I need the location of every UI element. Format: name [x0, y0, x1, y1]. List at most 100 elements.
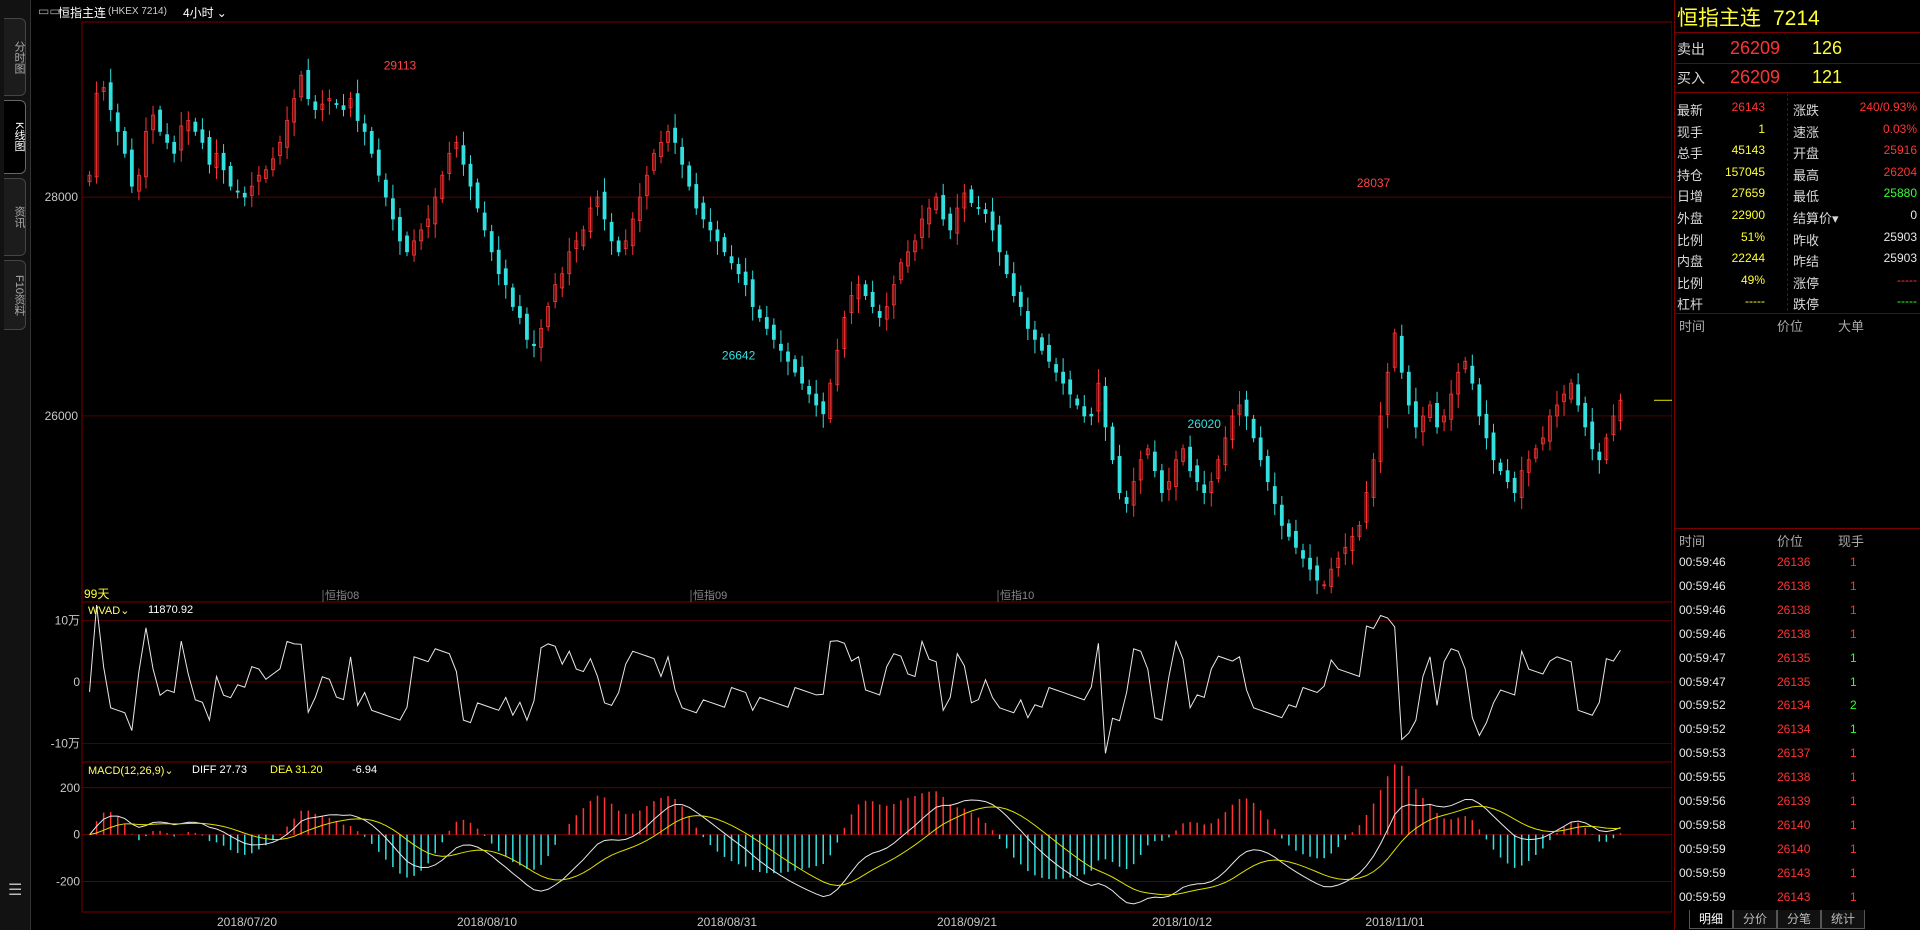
tab-f10[interactable]: F10资料: [4, 260, 26, 330]
tab-timeshare[interactable]: 分时图: [4, 18, 26, 96]
tab-by-trade[interactable]: 分笔: [1777, 910, 1821, 929]
chevron-down-icon: ⌄: [216, 6, 227, 20]
candle-body: [877, 311, 882, 318]
candle-body: [1385, 371, 1390, 415]
tick-row: 00:59:46 26136 1: [1675, 552, 1920, 573]
stats-row: 总手 45143 开盘 25916: [1675, 140, 1920, 161]
tab-f10-label: F10资料: [13, 274, 25, 316]
extreme-label: 26642: [722, 349, 756, 363]
candle-body: [256, 174, 261, 182]
candle-body: [369, 131, 374, 154]
stat-label-right: 昨结: [1793, 254, 1820, 270]
stat-value-left: 22900: [1731, 208, 1765, 222]
candle-body: [405, 235, 409, 253]
candle-body: [609, 221, 614, 242]
candle-body: [771, 324, 776, 340]
grid-lines: [81, 21, 1672, 913]
candle-body: [941, 195, 946, 220]
tick-volume: 1: [1850, 817, 1857, 832]
stat-value-right: 240/0.93%: [1859, 100, 1917, 114]
stat-value-right: 0: [1910, 208, 1917, 222]
candle-body: [1202, 484, 1207, 493]
candle-body: [913, 240, 917, 253]
candle-body: [517, 306, 522, 318]
ask-label: 卖出: [1677, 41, 1705, 57]
stats-row: 杠杆 ----- 跌停 -----: [1675, 291, 1920, 312]
y-tick-label: 28000: [45, 190, 79, 204]
tab-details[interactable]: 明细: [1689, 910, 1733, 929]
stat-value-right: -----: [1897, 294, 1917, 309]
stat-value-left: 26143: [1731, 100, 1765, 114]
stats-row: 外盘 22900 结算价▾ 0: [1675, 205, 1920, 226]
candle-body: [1533, 448, 1538, 459]
candle-body: [1449, 393, 1454, 420]
candle-body: [927, 207, 931, 225]
candle-body: [193, 121, 198, 132]
candle-body: [1152, 451, 1157, 472]
macd-tick: 0: [73, 828, 80, 842]
period-select[interactable]: 4小时 ⌄: [183, 4, 227, 21]
candle-body: [447, 152, 452, 174]
tab-details-label: 明细: [1698, 912, 1723, 926]
candle-body: [546, 306, 551, 328]
wvad-line: [89, 605, 1621, 754]
tab-news[interactable]: 资讯: [4, 178, 26, 256]
tab-price-dist[interactable]: 分价: [1733, 910, 1777, 929]
bid-volume: 121: [1812, 67, 1843, 87]
candle-body: [983, 209, 988, 214]
candle-body: [1364, 492, 1369, 523]
tick-time: 00:59:59: [1679, 889, 1726, 904]
candle-body: [1555, 404, 1559, 417]
stat-value-left: 49%: [1740, 272, 1765, 287]
tick-volume: 1: [1850, 555, 1857, 569]
candle-body: [1392, 332, 1397, 368]
window-icon[interactable]: ▭▭: [38, 4, 61, 18]
candle-body: [644, 174, 649, 196]
candle-body: [1244, 399, 1249, 417]
candle-body: [278, 141, 282, 156]
candle-body: [87, 174, 92, 183]
candle-body: [1004, 254, 1009, 275]
wvad-title[interactable]: WVAD⌄: [88, 604, 129, 617]
bid-label: 买入: [1677, 70, 1705, 86]
stat-label-right: 最高: [1793, 167, 1820, 183]
axis-labels: 26000 28000 恒指08 恒指09 恒指10 10万 0 -10万 200 0 -200 20…: [45, 190, 1425, 929]
tick-time: 00:59:55: [1679, 770, 1726, 785]
candle-body: [779, 343, 783, 351]
extreme-label: 29113: [384, 58, 417, 72]
candle-body: [1216, 459, 1221, 479]
stat-label-left: 内盘: [1677, 254, 1704, 270]
stat-value-left: 27659: [1731, 186, 1765, 201]
candle-body: [1456, 371, 1461, 395]
candle-body: [1011, 273, 1016, 296]
stat-label-left: 比例: [1677, 275, 1704, 291]
tick-price: 26135: [1777, 674, 1811, 689]
tick-time: 00:59:56: [1679, 794, 1726, 808]
candle-body: [1265, 456, 1270, 483]
list-icon[interactable]: ☰: [8, 882, 23, 899]
tick-time: 00:59:53: [1679, 746, 1726, 761]
ticks-list[interactable]: 00:59:46 26136 1 00:59:46 26138 1 00:59:46 2613…: [1675, 552, 1920, 908]
candle-body: [1061, 371, 1066, 384]
candle-body: [1082, 406, 1087, 417]
stats-row: 最新 26143 涨跌 240/0.93%: [1675, 97, 1920, 118]
candle-body: [179, 125, 184, 151]
macd-title[interactable]: MACD(12,26,9)⌄: [88, 764, 174, 777]
candle-body: [1583, 402, 1588, 428]
tab-by-trade-label: 分笔: [1786, 912, 1811, 926]
candle-body: [1491, 432, 1496, 461]
tab-price-dist-label: 分价: [1742, 912, 1767, 926]
candle-body: [468, 163, 473, 187]
candle-body: [715, 229, 720, 242]
candle-body: [1406, 371, 1411, 406]
tick-time: 00:59:47: [1679, 674, 1726, 689]
tick-price: 26134: [1777, 698, 1811, 713]
tab-kline[interactable]: K线图: [4, 100, 26, 174]
stat-label-left: 总手: [1677, 146, 1704, 162]
candle-body: [1505, 470, 1510, 483]
stats-row: 现手 1 速涨 0.03%: [1675, 119, 1920, 140]
candle-body: [454, 141, 459, 149]
tab-statistics[interactable]: 统计: [1821, 910, 1865, 929]
candle-body: [1159, 470, 1164, 493]
candle-body: [1519, 470, 1524, 498]
